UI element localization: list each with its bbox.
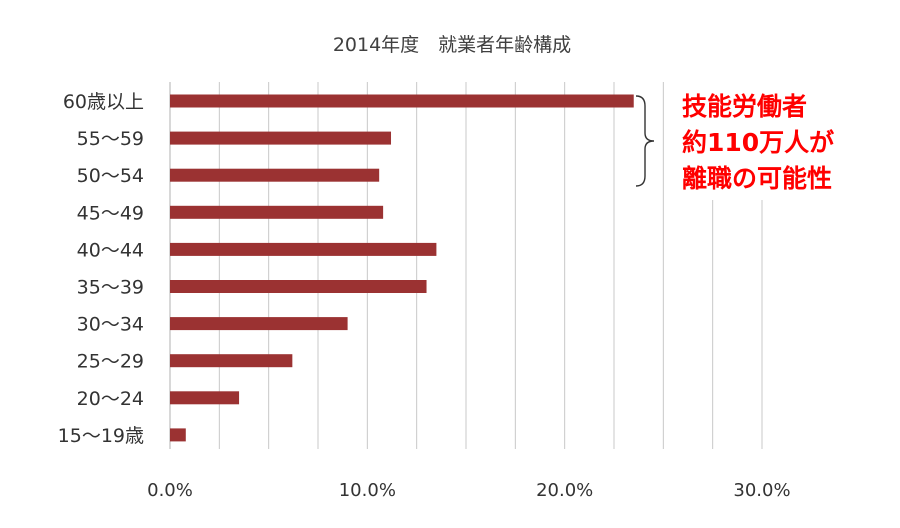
x-tick-label: 20.0% (536, 480, 593, 501)
x-tick-label: 10.0% (339, 480, 396, 501)
annotation-line: 離職の可能性 (682, 164, 832, 193)
bracket-icon (635, 95, 655, 187)
y-tick-label: 40～44 (77, 239, 144, 261)
bar (170, 354, 293, 368)
y-tick-label: 30～34 (77, 314, 144, 336)
y-tick-label: 15～19歳 (58, 425, 144, 447)
annotation-line: 技能労働者 (682, 92, 807, 121)
x-tick-labels: 0.0% 10.0% 20.0% 30.0% (147, 480, 790, 501)
bar (170, 317, 348, 331)
bar (170, 94, 634, 108)
y-tick-labels: 60歳以上 55～59 50～54 45～49 40～44 35～39 30～34 25～29… (58, 91, 144, 447)
y-tick-label: 45～49 (77, 202, 144, 224)
bar (170, 168, 380, 182)
bars (170, 94, 634, 442)
y-tick-label: 35～39 (77, 277, 144, 299)
bar (170, 242, 437, 256)
bar (170, 280, 427, 293)
bar (170, 131, 392, 145)
x-tick-label: 30.0% (733, 480, 790, 501)
y-tick-label: 50～54 (77, 165, 144, 187)
x-tick-label: 0.0% (147, 480, 193, 501)
chart-title: 2014年度 就業者年齢構成 (333, 34, 571, 56)
annotation-background (672, 82, 900, 200)
y-tick-label: 25～29 (77, 351, 144, 373)
bar (170, 428, 186, 442)
y-tick-label: 20～24 (77, 388, 144, 410)
annotation-line: 約110万人が (682, 128, 834, 157)
bar (170, 205, 384, 219)
bar (170, 391, 240, 405)
y-tick-label: 60歳以上 (63, 91, 144, 113)
y-tick-label: 55～59 (77, 128, 144, 150)
